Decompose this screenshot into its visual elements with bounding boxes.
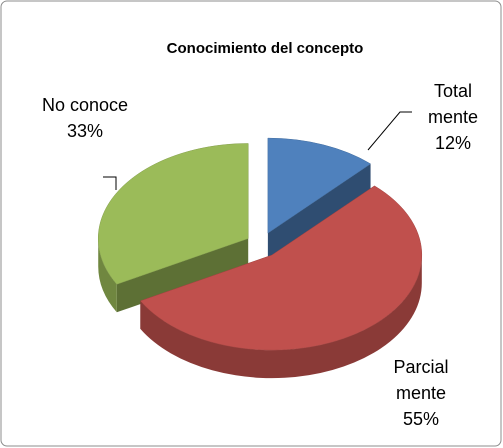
slice-side <box>116 238 249 313</box>
value-label: 12% <box>434 133 472 153</box>
slice <box>139 185 423 351</box>
category-label: No conoce <box>41 95 129 115</box>
category-label: Total mente <box>427 81 479 127</box>
slice-side <box>267 163 371 262</box>
slice <box>98 143 249 285</box>
slice-wall <box>140 255 422 379</box>
value-label: 33% <box>66 121 104 141</box>
value-label: 55% <box>402 409 440 429</box>
slice-label: Parcial mente 55% <box>378 354 464 432</box>
leader-line <box>103 176 117 190</box>
slice-wall <box>98 238 117 313</box>
pie <box>98 137 423 379</box>
category-label: Parcial mente <box>393 357 449 403</box>
slice <box>267 137 372 234</box>
slice-label: No conoce 33% <box>40 92 130 144</box>
leader-line <box>367 111 412 151</box>
chart-title: Conocimiento del concepto <box>166 40 364 57</box>
slice-label: Total mente 12% <box>410 78 496 156</box>
